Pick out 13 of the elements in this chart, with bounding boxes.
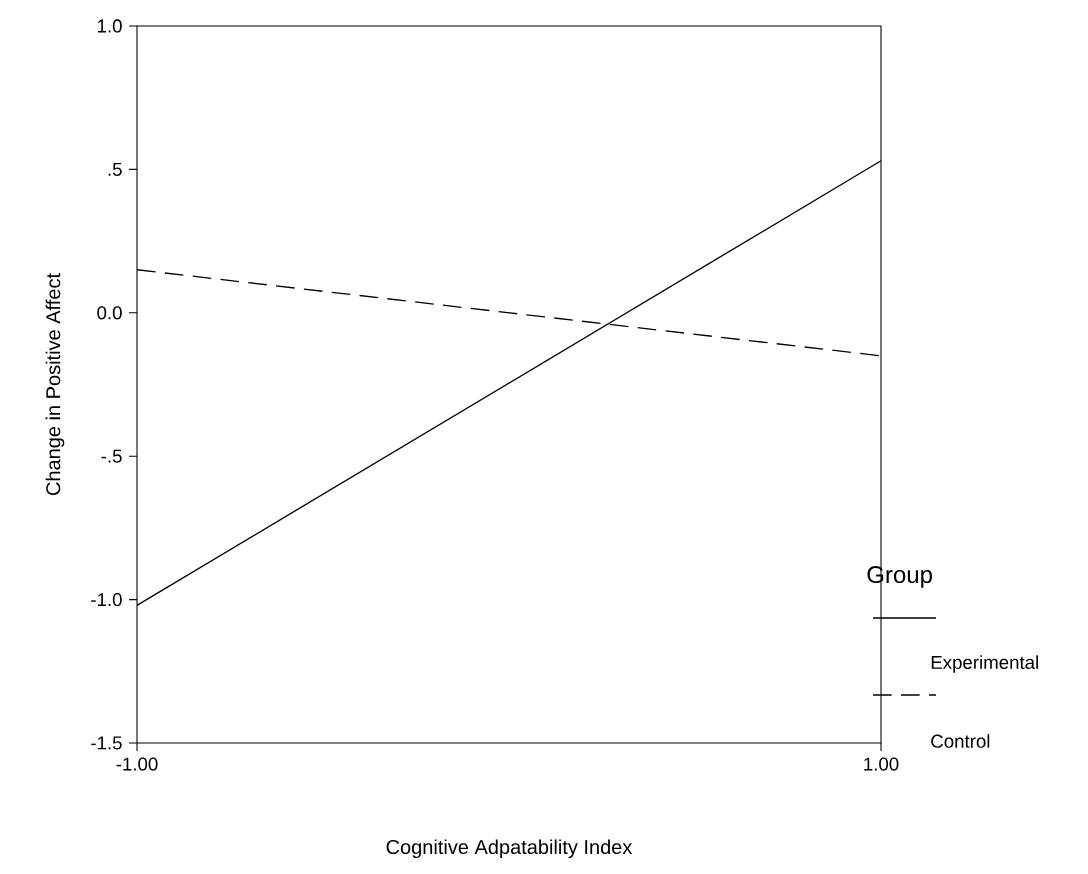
text: Control xyxy=(931,734,990,748)
y-tick-label: 1.0 xyxy=(97,19,122,33)
y-axis-title: Change in Positive Affect xyxy=(45,273,65,496)
text: Experimental xyxy=(931,655,1038,673)
y-tick-label: .5 xyxy=(108,162,122,176)
y-tick-label: 0.0 xyxy=(97,306,122,320)
legend-title: Group xyxy=(867,566,932,588)
x-axis-title: Cognitive Adpatability Index xyxy=(386,839,633,859)
y-tick-label: -1.0 xyxy=(91,592,122,607)
y-tick-label: -1.5 xyxy=(91,736,122,750)
x-tick-label: -1.00 xyxy=(116,757,158,771)
y-tick-label: -.5 xyxy=(101,449,122,463)
x-tick-label: 1.00 xyxy=(864,757,899,771)
